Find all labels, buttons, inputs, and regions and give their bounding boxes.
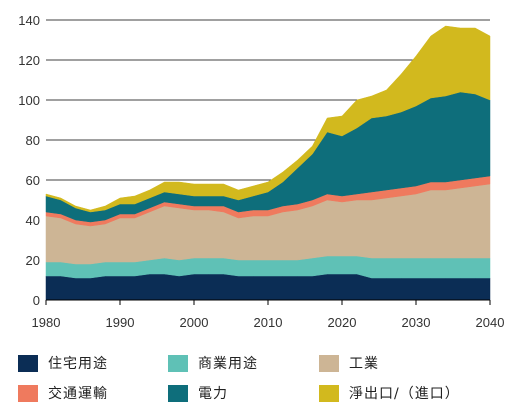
legend-swatch-commercial (168, 354, 188, 372)
legend-label-net-exports: 淨出口/（進口） (349, 386, 460, 402)
x-tick-label-1980: 1980 (32, 315, 61, 330)
legend-swatch-power (168, 384, 188, 402)
y-tick-label-60: 60 (26, 173, 40, 188)
legend-item-residential: 住宅用途 (18, 353, 108, 373)
y-tick-label-140: 140 (18, 13, 40, 28)
legend-label-residential: 住宅用途 (48, 356, 108, 372)
area-series (45, 25, 491, 301)
y-tick-label-80: 80 (26, 133, 40, 148)
legend-swatch-net-exports (319, 384, 339, 402)
legend-label-power: 電力 (198, 386, 228, 402)
legend-item-transport: 交通運輸 (18, 383, 108, 403)
y-tick-label-20: 20 (26, 253, 40, 268)
y-tick-label-120: 120 (18, 53, 40, 68)
x-tick-label-2000: 2000 (180, 315, 209, 330)
legend-item-net-exports: 淨出口/（進口） (319, 383, 460, 403)
legend-label-commercial: 商業用途 (198, 356, 258, 372)
y-tick-label-40: 40 (26, 213, 40, 228)
x-tick-labels: 1980 1990 2000 2010 2020 2030 2040 (32, 315, 505, 330)
legend-swatch-transport (18, 384, 38, 402)
legend-label-industrial: 工業 (349, 356, 379, 372)
axes (45, 299, 491, 305)
area-series-5 (45, 25, 491, 213)
y-tick-label-0: 0 (33, 293, 40, 308)
legend-item-power: 電力 (168, 383, 228, 403)
x-tick-label-2040: 2040 (476, 315, 505, 330)
x-tick-label-2010: 2010 (254, 315, 283, 330)
x-tick-label-2020: 2020 (328, 315, 357, 330)
x-tick-label-1990: 1990 (106, 315, 135, 330)
legend-item-industrial: 工業 (319, 353, 379, 373)
legend-swatch-residential (18, 354, 38, 372)
y-tick-labels: 0 20 40 60 80 100 120 140 (18, 13, 40, 308)
legend-swatch-industrial (319, 354, 339, 372)
legend-label-transport: 交通運輸 (48, 386, 108, 402)
y-tick-label-100: 100 (18, 93, 40, 108)
legend-item-commercial: 商業用途 (168, 353, 258, 373)
x-tick-label-2030: 2030 (402, 315, 431, 330)
